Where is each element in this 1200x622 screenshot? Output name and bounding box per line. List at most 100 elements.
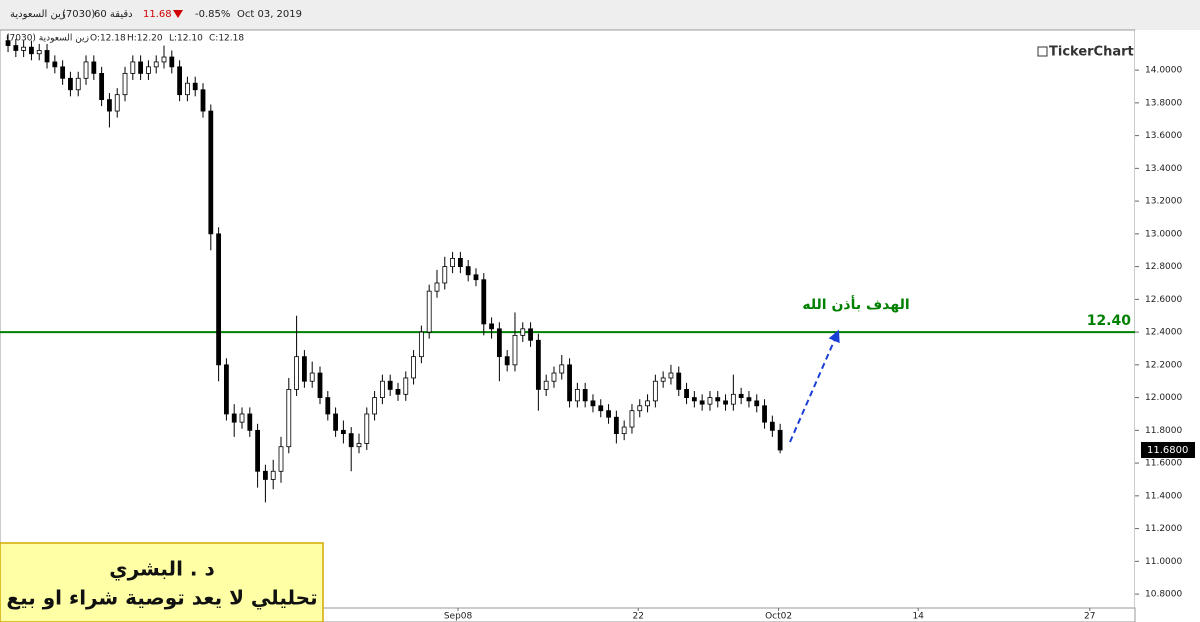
- candle-body: [200, 89, 206, 112]
- candle-body: [574, 389, 580, 402]
- stock-name: زين السعودية: [10, 9, 66, 20]
- candle-body: [270, 470, 276, 480]
- candle-body: [715, 397, 721, 402]
- candle-body: [317, 372, 323, 398]
- candle-body: [309, 372, 315, 382]
- candle-body: [286, 389, 292, 448]
- candle-body: [777, 429, 783, 451]
- candle-body: [68, 77, 73, 91]
- candle-body: [535, 339, 541, 390]
- interval: 60 دقيقة: [94, 9, 133, 20]
- y-tick-label: 13.0000: [1145, 229, 1182, 239]
- candle-body: [520, 328, 526, 336]
- candle-body: [551, 372, 557, 382]
- candle-body: [263, 470, 268, 480]
- candle-body: [185, 82, 190, 96]
- candle-body: [138, 61, 144, 74]
- candle-body: [411, 356, 416, 379]
- candle-body: [434, 282, 440, 292]
- candle-body: [395, 389, 401, 395]
- candle-body: [224, 364, 229, 415]
- candle-body: [255, 429, 261, 472]
- ohlc-name: زين السعودية (7030): [6, 34, 89, 44]
- candle-body: [590, 400, 596, 407]
- y-tick-label: 13.8000: [1145, 98, 1182, 108]
- candle-body: [146, 66, 151, 74]
- candle-body: [723, 400, 728, 405]
- candle-body: [606, 410, 611, 418]
- y-tick-label: 13.4000: [1145, 164, 1182, 174]
- candle-body: [169, 56, 175, 68]
- candle-body: [621, 426, 627, 435]
- candle-body: [660, 377, 666, 382]
- candle-body: [403, 377, 409, 395]
- change: -0.85%: [195, 9, 230, 20]
- y-axis-area: [1135, 30, 1200, 622]
- x-tick-label: 22: [632, 612, 643, 622]
- price: 11.68: [143, 9, 172, 20]
- candle-body: [52, 61, 58, 68]
- candle-body: [442, 266, 448, 284]
- ohlc-close: C:12.18: [209, 34, 244, 44]
- candle-body: [379, 380, 385, 398]
- ohlc-open: O:12.18: [90, 34, 126, 44]
- candle-body: [730, 393, 736, 405]
- note-box: [0, 542, 324, 622]
- candle-body: [489, 323, 494, 330]
- candle-body: [496, 328, 502, 358]
- candle-body: [582, 389, 588, 402]
- candle-body: [21, 46, 27, 51]
- down-arrow-icon: [173, 10, 183, 18]
- candle-body: [348, 433, 354, 448]
- candle-body: [629, 410, 635, 428]
- plot-area: [0, 29, 1136, 609]
- candle-body: [481, 279, 487, 325]
- candle-body: [769, 421, 775, 431]
- candle-body: [567, 364, 572, 402]
- candle-body: [598, 405, 604, 412]
- candle-body: [465, 266, 471, 276]
- candle-body: [99, 72, 105, 100]
- candle-body: [13, 45, 19, 51]
- candle-body: [216, 233, 222, 366]
- candle-body: [762, 405, 767, 423]
- y-tick-label: 12.0000: [1145, 393, 1182, 403]
- reference-label: 12.40: [1087, 313, 1132, 329]
- last-price-label: 11.6800: [1147, 445, 1188, 456]
- y-tick-label: 11.2000: [1145, 524, 1182, 534]
- candle-body: [426, 290, 432, 333]
- candle-body: [294, 356, 299, 390]
- date: Oct 03, 2019: [237, 9, 302, 20]
- candle-body: [684, 389, 689, 398]
- y-tick-label: 12.2000: [1145, 360, 1182, 370]
- candle-body: [504, 356, 510, 366]
- candle-body: [738, 393, 744, 398]
- candle-body: [457, 258, 463, 268]
- candle-body: [652, 380, 658, 402]
- candle-body: [707, 397, 713, 405]
- candle-body: [91, 61, 97, 74]
- candle-body: [177, 66, 183, 96]
- y-tick-label: 11.0000: [1145, 557, 1182, 567]
- candle-body: [83, 61, 89, 79]
- note-author: د . البشري: [109, 557, 214, 582]
- candle-body: [208, 110, 214, 235]
- candle-body: [333, 413, 338, 431]
- y-tick-label: 12.8000: [1145, 262, 1182, 272]
- candle-body: [114, 94, 120, 112]
- candle-body: [356, 443, 362, 448]
- candle-body: [473, 274, 479, 281]
- candle-body: [44, 50, 50, 63]
- candle-body: [543, 380, 549, 390]
- candle-body: [746, 397, 752, 402]
- candle-body: [754, 400, 760, 407]
- candle-body: [512, 334, 518, 366]
- candle-body: [676, 372, 682, 390]
- candle-body: [36, 50, 42, 55]
- y-tick-label: 12.4000: [1145, 328, 1182, 338]
- candle-body: [559, 364, 565, 374]
- target-arrow: [789, 329, 840, 443]
- candle-body: [153, 61, 159, 68]
- candle-body: [364, 413, 370, 444]
- y-tick-label: 10.8000: [1145, 590, 1182, 600]
